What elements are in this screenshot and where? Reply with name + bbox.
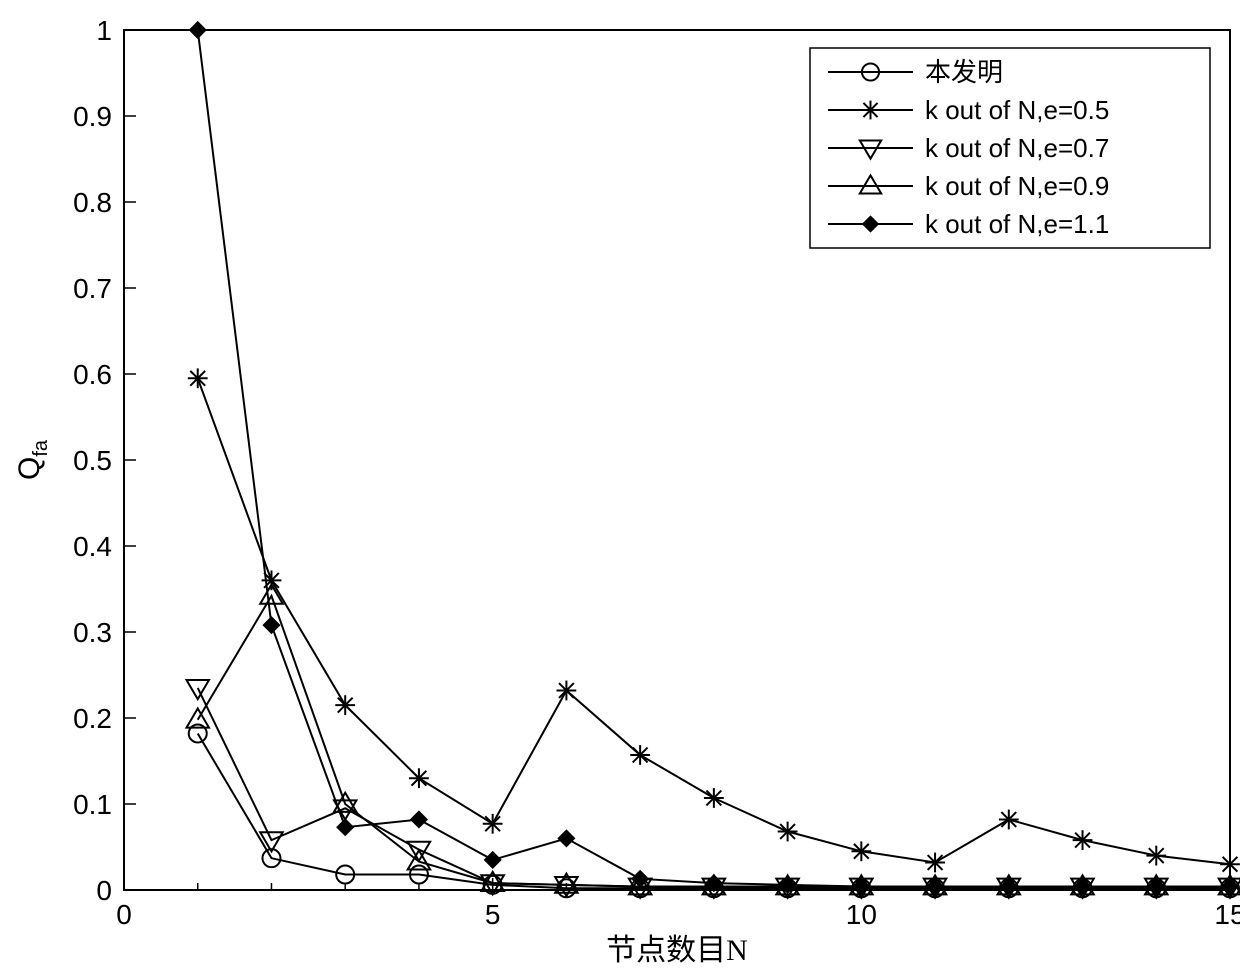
y-tick-label: 0.7 <box>73 273 112 304</box>
y-tick-label: 0.6 <box>73 359 112 390</box>
marker-diamond <box>338 820 353 835</box>
x-axis-label: 节点数目N <box>606 934 748 967</box>
y-tick-label: 0.8 <box>73 187 112 218</box>
legend-label: 本发明 <box>925 57 1003 87</box>
marker-diamond <box>190 22 205 37</box>
x-tick-label: 10 <box>846 899 877 930</box>
legend-label: k out of N,e=1.1 <box>925 209 1109 239</box>
series-e05 <box>188 368 1240 874</box>
series-line <box>198 596 1230 887</box>
chart-container: 0 5 10 15 0 0.1 0.2 0.3 0.4 0.5 0.6 0.7 0.8 0.9 1 节点数目N… <box>0 0 1240 973</box>
marker-diamond <box>411 812 426 827</box>
y-tick-label: 0.4 <box>73 531 112 562</box>
y-axis-label: Qfa <box>13 439 52 480</box>
y-tick-label: 0.2 <box>73 703 112 734</box>
legend-label: k out of N,e=0.7 <box>925 133 1109 163</box>
x-tick-label: 5 <box>485 899 501 930</box>
legend-label: k out of N,e=0.5 <box>925 95 1109 125</box>
y-tick-label: 0.5 <box>73 445 112 476</box>
y-tick-label: 0 <box>96 875 112 906</box>
y-tick-label: 0.1 <box>73 789 112 820</box>
marker-diamond <box>264 617 279 632</box>
marker-diamond <box>485 852 500 867</box>
x-tick-label: 0 <box>116 899 132 930</box>
y-tick-label: 0.9 <box>73 101 112 132</box>
series-line <box>198 688 1230 887</box>
chart-svg: 0 5 10 15 0 0.1 0.2 0.3 0.4 0.5 0.6 0.7 0.8 0.9 1 节点数目N… <box>0 0 1240 973</box>
y-tick-label: 1 <box>96 15 112 46</box>
marker-diamond <box>559 831 574 846</box>
y-tick-label: 0.3 <box>73 617 112 648</box>
x-tick-label: 15 <box>1214 899 1240 930</box>
legend-label: k out of N,e=0.9 <box>925 171 1109 201</box>
y-axis-label-group: Qfa <box>13 439 52 480</box>
